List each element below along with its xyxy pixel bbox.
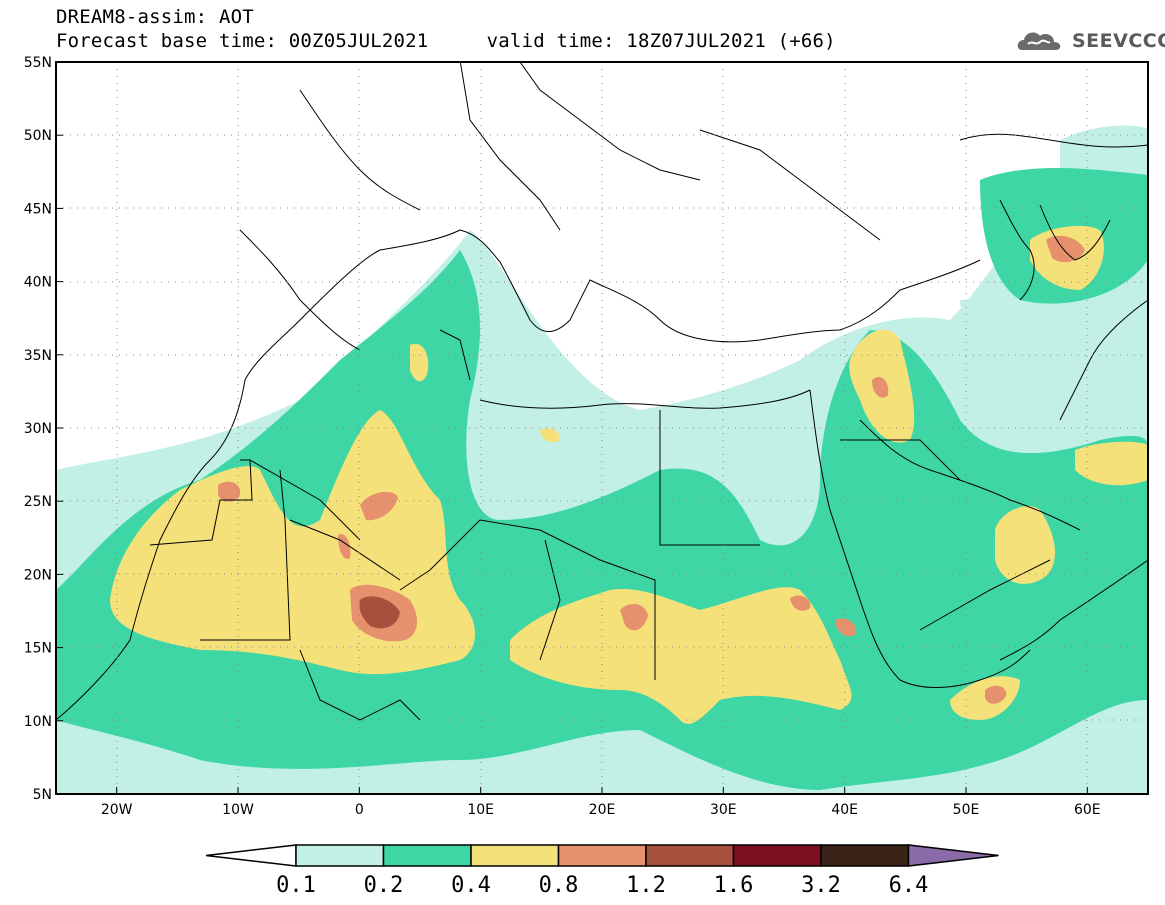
colorbar-label: 0.2 [364, 873, 404, 898]
lat-tick-label: 50N [24, 128, 52, 144]
lat-tick-label: 20N [24, 567, 52, 583]
colorbar-bin [295, 844, 385, 867]
colorbar-label: 0.1 [276, 873, 316, 898]
colorbar-bin [732, 844, 822, 867]
lat-tick-label: 55N [24, 55, 52, 71]
lon-tick-label: 50E [953, 802, 980, 818]
seevccc-logo-text: SEEVCCC [1072, 30, 1165, 52]
colorbar-bin [820, 844, 910, 867]
colorbar-label: 0.4 [451, 873, 491, 898]
longitude-axis: 20W 10W 0 10E 20E 30E 40E 50E 60E [101, 787, 1101, 818]
colorbar-label: 6.4 [889, 873, 929, 898]
colorbar-label: 1.6 [714, 873, 754, 898]
colorbar: 0.1 0.2 0.4 0.8 1.2 1.6 3.2 6.4 [205, 844, 999, 898]
aot-field [56, 125, 1148, 794]
lon-tick-label: 20W [101, 802, 133, 818]
lon-tick-label: 0 [355, 802, 364, 818]
colorbar-label: 3.2 [801, 873, 841, 898]
colorbar-label: 1.2 [626, 873, 666, 898]
lon-tick-label: 60E [1074, 802, 1101, 818]
colorbar-over-triangle [907, 844, 999, 867]
cloud-icon [1017, 32, 1061, 50]
lon-tick-label: 10E [467, 802, 494, 818]
lon-tick-label: 40E [831, 802, 858, 818]
lat-tick-label: 45N [24, 201, 52, 217]
colorbar-label: 0.8 [539, 873, 579, 898]
colorbar-under-triangle [205, 844, 297, 867]
lat-tick-label: 40N [24, 275, 52, 291]
lon-tick-label: 30E [710, 802, 737, 818]
lon-tick-label: 20E [589, 802, 616, 818]
lat-tick-label: 25N [24, 494, 52, 510]
forecast-time-line: Forecast base time: 00Z05JUL2021 valid t… [56, 30, 836, 52]
colorbar-bin [470, 844, 560, 867]
latitude-axis: 55N 50N 45N 40N 35N 30N 25N 20N 15N 10N 5N [24, 55, 63, 803]
map-title: DREAM8-assim: AOT [56, 6, 254, 28]
lat-tick-label: 5N [33, 787, 52, 803]
colorbar-bin [557, 844, 647, 867]
lat-tick-label: 35N [24, 348, 52, 364]
colorbar-bin [382, 844, 472, 867]
lat-tick-label: 10N [24, 714, 52, 730]
colorbar-bin [645, 844, 735, 867]
lat-tick-label: 15N [24, 641, 52, 657]
lat-tick-label: 30N [24, 421, 52, 437]
lon-tick-label: 10W [222, 802, 254, 818]
grid-lines [56, 62, 1148, 794]
